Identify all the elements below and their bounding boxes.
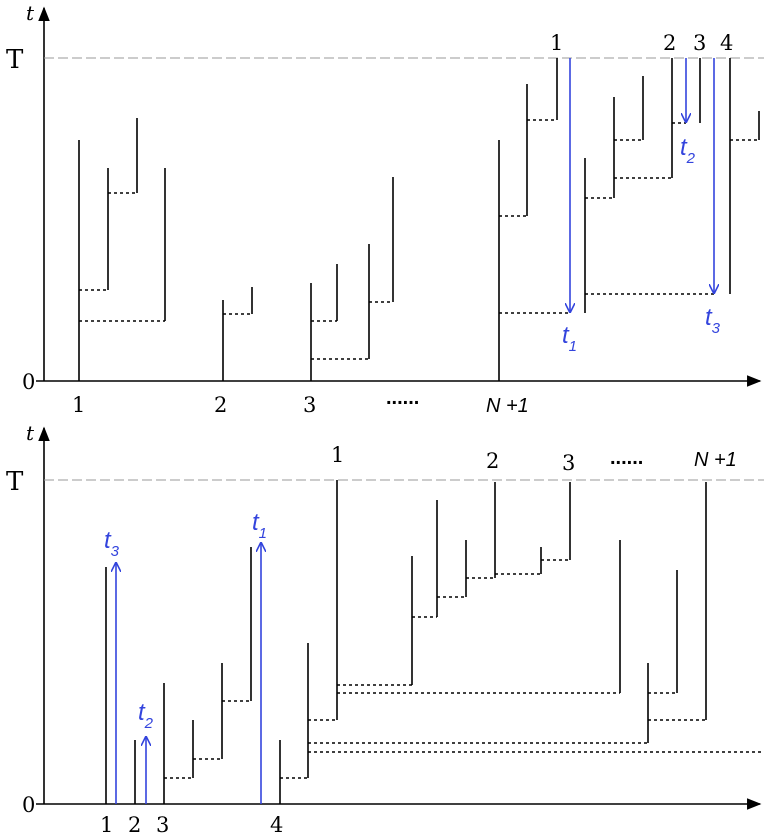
- bottom-x-tick-4: 4: [270, 813, 283, 837]
- top-branch-group-1: [78, 118, 166, 381]
- bottom-x-tick-3: 3: [156, 813, 169, 837]
- top-label-t3: t3: [705, 304, 721, 337]
- top-column-label-4: 4: [720, 31, 733, 55]
- top-branch-group-3: [310, 177, 394, 381]
- top-column-label-1: 1: [550, 31, 563, 55]
- bottom-column-label-3: 3: [562, 451, 575, 475]
- bottom-x-tick-1: 1: [100, 813, 113, 837]
- bottom-horizon-label: T: [6, 467, 24, 497]
- bottom-y-axis-label: t: [26, 421, 35, 445]
- bottom-long-branches: [279, 480, 764, 804]
- bottom-ellipsis: ......: [610, 447, 643, 469]
- top-x-tick-2: 2: [214, 393, 227, 417]
- top-backward-arrows: [570, 58, 714, 312]
- top-label-t2: t2: [680, 134, 696, 167]
- top-x-tick-3: 3: [303, 393, 316, 417]
- bottom-label-t1: t1: [252, 509, 267, 542]
- bottom-x-tick-2: 2: [128, 813, 141, 837]
- bottom-column-label-1: 1: [331, 443, 344, 467]
- bottom-column-label-n-plus-1: N +1: [694, 449, 737, 471]
- bottom-label-t2: t2: [138, 699, 154, 732]
- top-column-label-2: 2: [663, 31, 676, 55]
- top-origin-label: 0: [22, 370, 35, 394]
- bottom-short-branches: [105, 547, 252, 804]
- bottom-label-t3: t3: [104, 527, 120, 560]
- bottom-column-label-2: 2: [486, 449, 499, 473]
- top-panel: t T 0 1 2 3 ...... N +1 1 2 3 4: [6, 1, 764, 417]
- top-x-tick-1: 1: [72, 393, 85, 417]
- bottom-panel: t T 0 1 2 3 4 1 2 3 ...... N +1: [6, 421, 764, 837]
- top-x-tick-n-plus-1: N +1: [486, 395, 529, 417]
- bottom-origin-label: 0: [22, 793, 35, 817]
- top-label-t1: t1: [562, 322, 577, 355]
- top-branch-group-n-plus-1: [498, 58, 760, 381]
- top-column-label-3: 3: [693, 31, 706, 55]
- top-x-ellipsis: ......: [386, 387, 419, 409]
- bottom-forward-arrows: [116, 543, 261, 804]
- top-y-axis-label: t: [26, 1, 35, 25]
- top-branch-group-2: [222, 287, 253, 381]
- top-horizon-label: T: [6, 45, 24, 75]
